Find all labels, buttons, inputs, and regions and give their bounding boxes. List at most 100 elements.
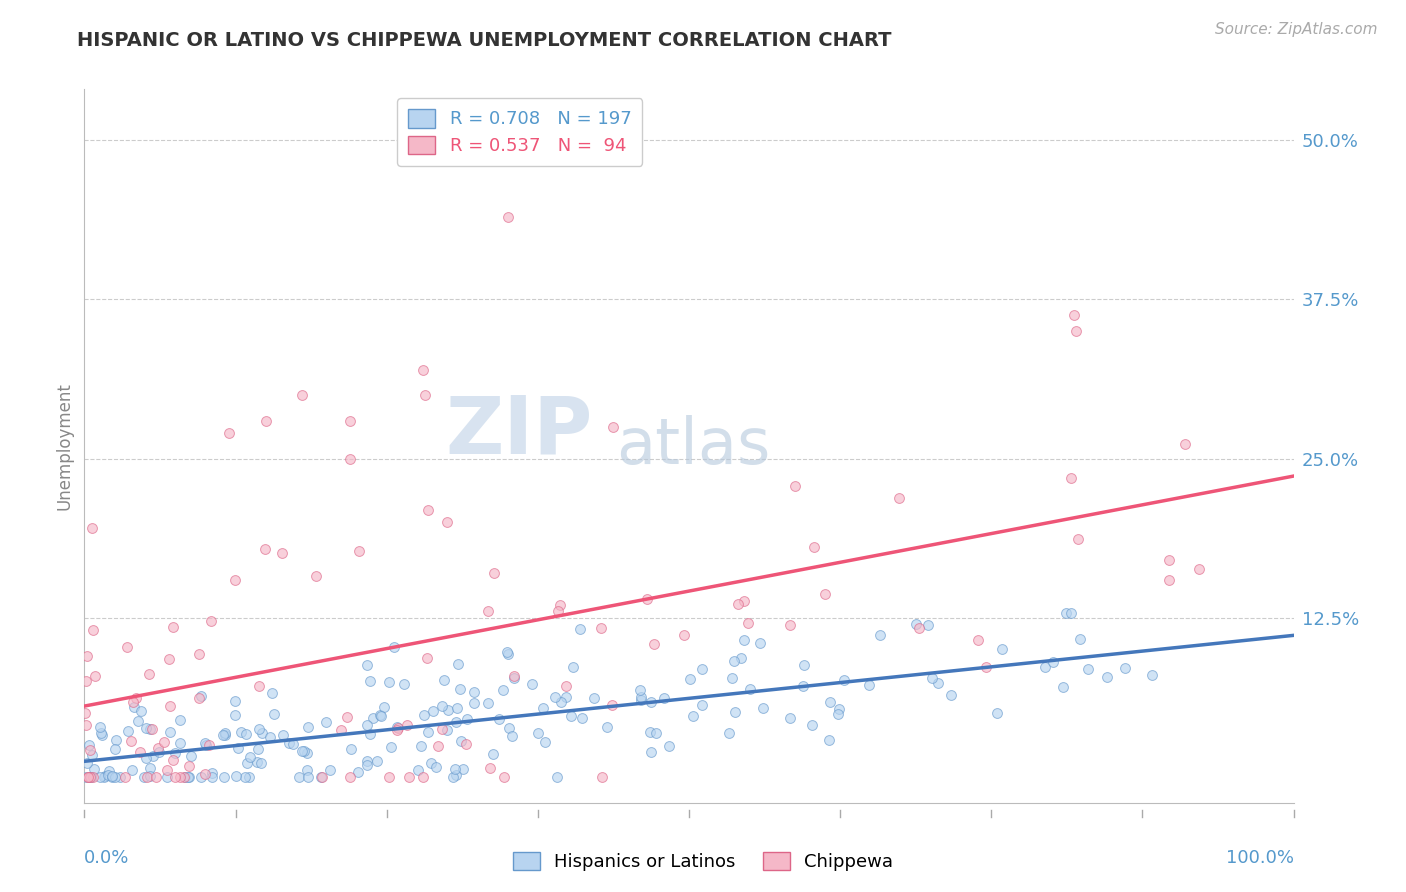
- Point: [658, 739, 681, 753]
- Point: [814, 587, 837, 601]
- Point: [83, 762, 105, 776]
- Point: [79, 770, 101, 784]
- Point: [456, 712, 478, 726]
- Point: [271, 728, 294, 742]
- Point: [80, 748, 103, 763]
- Point: [921, 672, 943, 686]
- Point: [1064, 324, 1087, 338]
- Point: [117, 640, 139, 655]
- Text: 100.0%: 100.0%: [1226, 849, 1294, 867]
- Point: [108, 770, 131, 784]
- Point: [544, 690, 567, 704]
- Point: [905, 617, 928, 632]
- Point: [75, 674, 97, 689]
- Point: [346, 765, 368, 780]
- Point: [426, 739, 449, 753]
- Point: [1060, 471, 1083, 485]
- Point: [104, 742, 127, 756]
- Text: HISPANIC OR LATINO VS CHIPPEWA UNEMPLOYMENT CORRELATION CHART: HISPANIC OR LATINO VS CHIPPEWA UNEMPLOYM…: [77, 31, 891, 50]
- Point: [309, 770, 332, 784]
- Point: [444, 715, 467, 730]
- Point: [889, 491, 911, 506]
- Point: [73, 706, 96, 721]
- Point: [373, 700, 395, 714]
- Point: [752, 700, 775, 714]
- Point: [339, 452, 361, 467]
- Point: [162, 620, 184, 634]
- Point: [412, 708, 434, 723]
- Point: [190, 690, 212, 704]
- Point: [228, 741, 250, 756]
- Point: [127, 714, 149, 729]
- Point: [93, 770, 115, 784]
- Point: [628, 683, 651, 698]
- Point: [159, 699, 181, 714]
- Point: [392, 677, 415, 691]
- Point: [194, 767, 217, 781]
- Point: [939, 688, 962, 702]
- Point: [145, 770, 167, 784]
- Point: [451, 763, 474, 777]
- Point: [444, 768, 467, 782]
- Point: [482, 747, 505, 761]
- Point: [82, 770, 104, 784]
- Point: [640, 745, 662, 759]
- Point: [1095, 669, 1118, 683]
- Point: [436, 723, 458, 738]
- Point: [636, 591, 658, 606]
- Point: [917, 618, 939, 632]
- Point: [596, 720, 619, 734]
- Point: [169, 736, 191, 750]
- Point: [430, 699, 453, 714]
- Point: [385, 723, 408, 737]
- Point: [966, 633, 988, 648]
- Point: [495, 645, 517, 659]
- Point: [869, 628, 891, 642]
- Point: [135, 721, 157, 735]
- Point: [315, 715, 337, 730]
- Point: [76, 770, 98, 784]
- Point: [122, 700, 145, 714]
- Point: [259, 730, 281, 744]
- Point: [492, 683, 515, 698]
- Point: [408, 764, 430, 778]
- Point: [125, 690, 148, 705]
- Point: [583, 690, 606, 705]
- Point: [356, 754, 378, 768]
- Point: [236, 756, 259, 770]
- Point: [288, 770, 311, 784]
- Point: [415, 651, 437, 665]
- Point: [378, 675, 401, 690]
- Point: [450, 734, 472, 748]
- Point: [817, 732, 839, 747]
- Point: [502, 671, 524, 685]
- Point: [82, 623, 104, 637]
- Point: [121, 763, 143, 777]
- Point: [98, 764, 121, 779]
- Point: [159, 725, 181, 739]
- Point: [991, 641, 1014, 656]
- Point: [561, 659, 583, 673]
- Point: [169, 713, 191, 727]
- Point: [640, 695, 662, 709]
- Point: [134, 770, 156, 784]
- Point: [733, 594, 755, 608]
- Point: [271, 546, 294, 560]
- Point: [233, 770, 256, 784]
- Point: [101, 770, 124, 784]
- Point: [235, 727, 257, 741]
- Point: [148, 745, 170, 759]
- Point: [546, 770, 568, 784]
- Point: [720, 671, 742, 685]
- Point: [444, 762, 467, 776]
- Point: [247, 722, 270, 736]
- Point: [201, 765, 224, 780]
- Point: [907, 621, 929, 635]
- Point: [478, 761, 501, 775]
- Point: [554, 690, 576, 705]
- Point: [129, 745, 152, 759]
- Point: [90, 725, 112, 739]
- Point: [679, 672, 702, 686]
- Point: [591, 770, 613, 784]
- Point: [986, 706, 1008, 720]
